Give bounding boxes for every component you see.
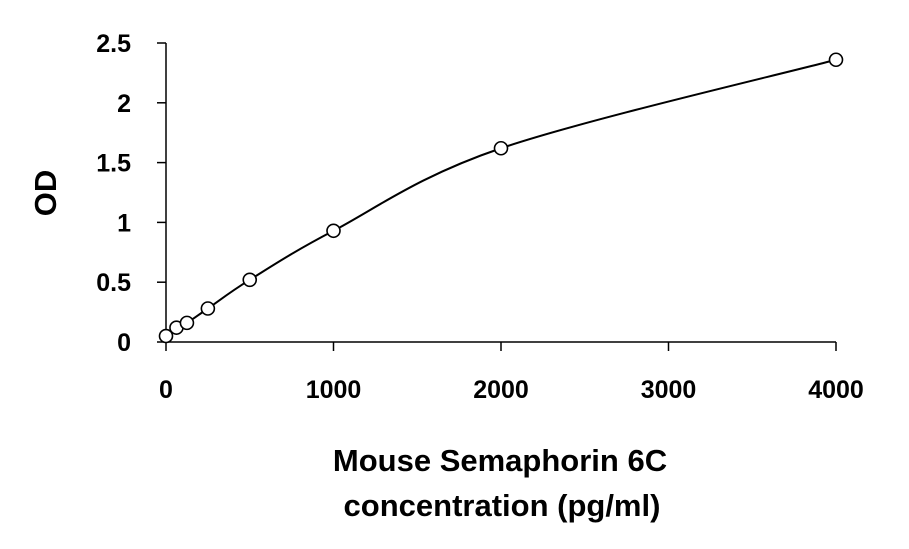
x-tick-label: 2000 (473, 376, 529, 404)
y-tick-label: 0.5 (96, 269, 131, 297)
fit-curve (165, 58, 837, 337)
data-point (200, 301, 216, 316)
data-point (179, 315, 195, 331)
y-tick-label: 1 (117, 209, 131, 237)
x-axis-ticks: 0 1000 2000 3000 4000 (159, 342, 864, 404)
x-axis-title-line-2: concentration (pg/ml) (344, 488, 661, 523)
x-tick-label: 4000 (808, 376, 864, 404)
y-axis-title: OD (28, 170, 63, 217)
fit-curve-layer (165, 58, 837, 337)
data-point (242, 272, 258, 288)
y-axis-ticks: 0 0.5 1 1.5 2 2.5 (96, 30, 166, 357)
y-tick-label: 1.5 (96, 150, 131, 178)
y-tick-label: 2 (117, 90, 131, 118)
data-point (158, 328, 174, 344)
axes (165, 43, 836, 343)
data-point (493, 140, 509, 156)
data-point (828, 52, 844, 68)
x-tick-label: 0 (159, 376, 173, 404)
y-tick-label: 2.5 (96, 30, 131, 58)
x-axis-title-line-1: Mouse Semaphorin 6C (333, 443, 667, 478)
x-tick-label: 1000 (306, 376, 362, 404)
x-tick-label: 3000 (641, 376, 697, 404)
data-point (326, 223, 341, 239)
y-tick-label: 0 (117, 329, 131, 357)
data-points-layer (158, 52, 844, 344)
